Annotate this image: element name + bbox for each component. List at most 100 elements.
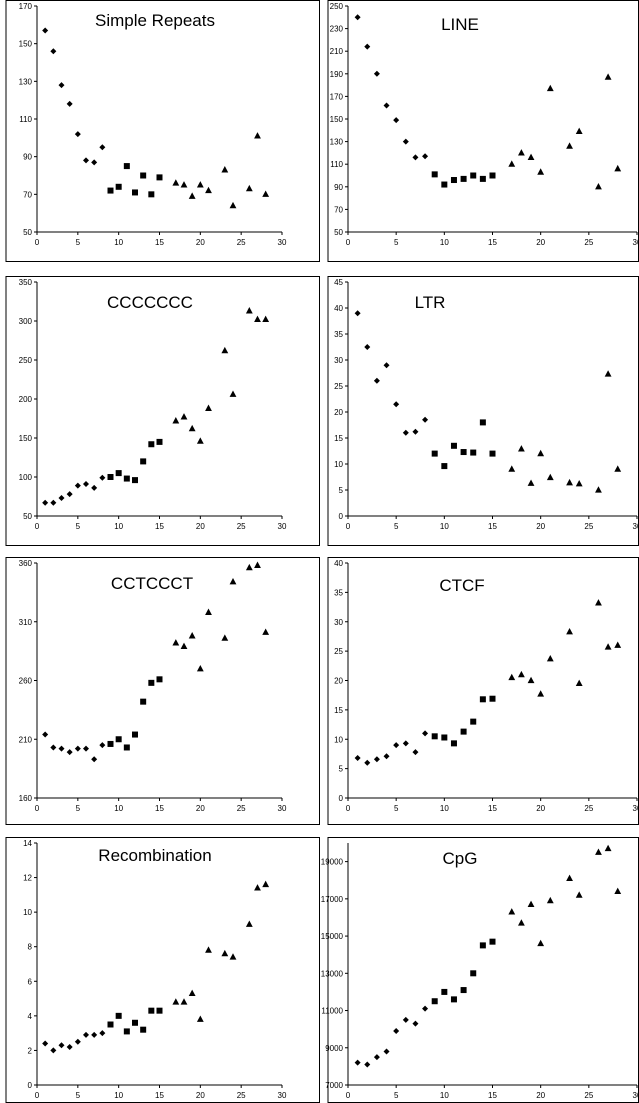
data-point-triangle <box>614 164 622 172</box>
data-point-diamond <box>66 1043 73 1050</box>
data-point-triangle <box>254 315 261 323</box>
data-point-triangle <box>205 608 212 615</box>
data-point-square <box>479 942 486 949</box>
x-tick-label: 10 <box>114 238 123 247</box>
data-point-square <box>450 996 457 1003</box>
data-point-square <box>148 191 155 198</box>
data-point-triangle <box>221 949 229 957</box>
chart-border <box>327 0 639 262</box>
x-tick-label: 15 <box>488 1091 497 1100</box>
y-tick-label: 110 <box>330 160 343 169</box>
data-point-square <box>431 171 438 178</box>
data-point-triangle <box>172 179 180 186</box>
data-point-triangle <box>180 642 188 650</box>
data-point-square <box>441 988 448 995</box>
chart-border <box>5 557 320 825</box>
data-point-square <box>140 1026 147 1033</box>
data-point-diamond <box>373 70 380 77</box>
data-point-triangle <box>262 190 270 197</box>
x-tick-label: 0 <box>346 1091 351 1100</box>
data-point-diamond <box>364 344 371 350</box>
y-tick-label: 230 <box>330 25 344 34</box>
y-tick-label: 170 <box>330 92 344 101</box>
data-point-diamond <box>50 1047 57 1054</box>
data-point-triangle <box>537 168 545 175</box>
y-tick-label: 12 <box>23 874 32 883</box>
chart-panel: 0 5 10 15 20 25 30 35 40 45 0 5 10 15 20 25 30 LTR <box>322 276 639 546</box>
data-point-square <box>470 970 477 977</box>
chart-panel: 50 70 90 110 130 150 170 190 210 230 250 0 5 10 15 20 25… <box>322 0 639 262</box>
data-point-square <box>441 181 448 188</box>
data-point-triangle <box>527 676 535 684</box>
data-point-triangle <box>518 445 525 452</box>
data-point-diamond <box>383 102 390 109</box>
data-point-diamond <box>74 482 81 489</box>
data-point-triangle <box>566 478 573 486</box>
x-tick-label: 10 <box>440 804 449 813</box>
x-tick-label: 15 <box>155 238 164 247</box>
data-point-triangle <box>518 670 525 678</box>
data-point-triangle <box>254 884 261 891</box>
chart-panel: 0 2 4 6 8 10 12 14 0 5 10 15 20 25 30 Recombination <box>0 837 320 1103</box>
y-tick-label: 7000 <box>325 1081 343 1090</box>
data-point-square <box>115 736 122 743</box>
x-tick-label: 0 <box>35 522 40 531</box>
y-tick-label: 90 <box>23 153 32 162</box>
scatter-chart: 0 5 10 15 20 25 30 35 40 0 5 10 15 20 25 30 CTCF <box>327 557 639 825</box>
data-point-diamond <box>354 310 361 317</box>
data-point-diamond <box>42 731 49 738</box>
data-point-square <box>450 442 457 449</box>
data-point-triangle <box>221 166 229 173</box>
chart-title: CCCCCCC <box>107 293 193 312</box>
x-tick-label: 20 <box>536 522 545 531</box>
x-tick-label: 20 <box>536 238 545 247</box>
x-tick-label: 30 <box>278 1091 287 1100</box>
data-point-triangle <box>566 627 573 635</box>
data-point-diamond <box>364 43 371 50</box>
data-point-triangle <box>527 153 535 161</box>
data-point-square <box>132 731 138 738</box>
y-tick-label: 150 <box>330 115 344 124</box>
chart-panel: 160 210 260 310 360 0 5 10 15 20 25 30 CCTCCCT <box>0 557 320 825</box>
data-point-triangle <box>518 919 525 926</box>
data-point-triangle <box>205 186 212 194</box>
y-tick-label: 15 <box>334 434 343 443</box>
data-point-square <box>460 728 467 735</box>
data-point-diamond <box>383 753 390 760</box>
data-point-diamond <box>50 744 57 751</box>
y-tick-label: 15000 <box>321 932 344 941</box>
data-point-triangle <box>537 690 545 697</box>
data-point-diamond <box>50 499 57 506</box>
x-tick-label: 25 <box>237 238 246 247</box>
x-tick-label: 5 <box>394 804 399 813</box>
data-point-square <box>441 463 448 470</box>
x-tick-label: 25 <box>584 238 593 247</box>
y-tick-label: 35 <box>334 330 343 339</box>
data-point-diamond <box>91 1031 98 1038</box>
data-point-triangle <box>180 181 188 188</box>
data-point-square <box>450 740 457 747</box>
data-point-diamond <box>91 159 98 166</box>
data-point-square <box>431 450 438 457</box>
x-tick-label: 10 <box>440 1091 449 1100</box>
data-point-diamond <box>99 474 106 481</box>
y-tick-label: 20 <box>334 677 343 686</box>
data-point-diamond <box>393 401 400 408</box>
data-point-triangle <box>172 417 180 424</box>
data-point-square <box>489 695 496 702</box>
data-point-diamond <box>364 1061 371 1068</box>
chart-border <box>327 276 639 546</box>
data-point-diamond <box>354 1059 361 1066</box>
scatter-chart: 7000 9000 11000 13000 15000 17000 19000 0 5 10 15 2… <box>321 837 639 1103</box>
data-point-square <box>431 998 438 1005</box>
y-tick-label: 5 <box>339 765 344 774</box>
data-point-diamond <box>422 416 429 423</box>
y-tick-label: 250 <box>19 356 33 365</box>
x-tick-label: 15 <box>488 238 497 247</box>
x-tick-label: 20 <box>536 1091 545 1100</box>
data-point-diamond <box>373 377 380 384</box>
scatter-chart: 50 100 150 200 250 300 350 0 5 10 15 20 25 30 CCCCCCC <box>5 276 320 546</box>
data-point-square <box>123 163 130 170</box>
data-point-triangle <box>196 664 204 672</box>
chart-panel: 0 5 10 15 20 25 30 35 40 0 5 10 15 20 25 30 CTCF <box>322 557 639 825</box>
